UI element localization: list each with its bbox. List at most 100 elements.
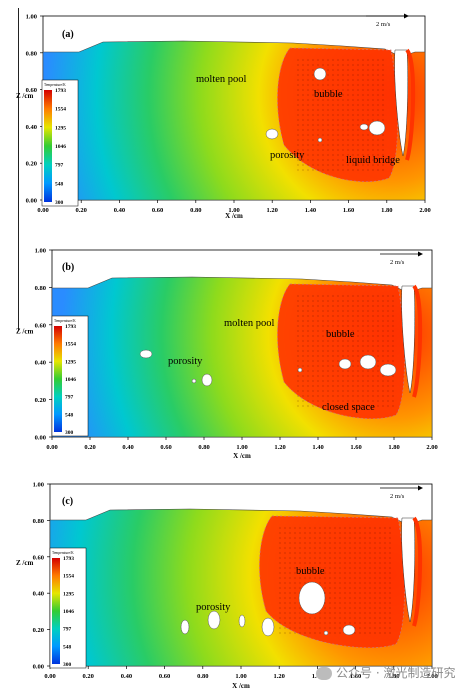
keyhole: [394, 49, 409, 157]
x-tick-label: 1.20: [274, 673, 285, 680]
colorbar-title: Temperature/K: [52, 551, 74, 555]
x-tick-label: 0.60: [159, 673, 170, 680]
arrow-head-icon: [418, 485, 423, 491]
z-axis-label: Z /cm: [16, 559, 33, 567]
pore: [265, 128, 279, 140]
x-tick-label: 0.80: [190, 207, 201, 214]
pore: [368, 120, 386, 136]
x-tick-label: 0.80: [197, 673, 208, 680]
colorbar-label: 1793: [65, 324, 76, 330]
z-tick-label: 0.20: [26, 161, 37, 168]
x-axis-label: X /cm: [225, 212, 243, 220]
arrow-head-icon: [418, 251, 423, 257]
x-tick-label: 2.00: [426, 444, 437, 451]
annotation-label: molten pool: [196, 74, 247, 85]
keyhole-wall: [405, 48, 416, 161]
colorbar-label: 548: [63, 644, 72, 650]
velocity-vectors: [279, 527, 391, 634]
x-tick-label: 0.00: [37, 207, 48, 214]
keyhole: [401, 517, 416, 623]
colorbar-label: 300: [65, 430, 74, 436]
pore: [317, 137, 323, 143]
velocity-scale-label: 2 m/s: [390, 493, 405, 500]
molten-pool-region: [259, 516, 405, 648]
z-tick-label: 0.40: [35, 360, 46, 367]
pore: [238, 614, 246, 628]
velocity-scale-label: 2 m/s: [390, 259, 405, 266]
x-tick-label: 1.80: [388, 673, 399, 680]
colorbar-title: Temperature/K: [54, 319, 76, 323]
x-tick-label: 0.40: [114, 207, 125, 214]
z-tick-label: 0.40: [26, 124, 37, 131]
panel-tag: (c): [62, 496, 73, 507]
panel-tag: (a): [62, 29, 74, 40]
annotation-label: bubble: [296, 566, 325, 577]
z-tick-label: 0.00: [26, 198, 37, 205]
x-tick-label: 0.00: [46, 444, 57, 451]
x-tick-label: 1.00: [235, 673, 246, 680]
velocity-vectors: [297, 295, 394, 407]
pore: [359, 354, 377, 370]
x-tick-label: 0.00: [44, 673, 55, 680]
keyhole: [401, 285, 416, 394]
molten-pool-region: [277, 284, 405, 419]
colorbar: [44, 90, 52, 202]
colorbar-label: 1554: [55, 107, 66, 113]
pore: [261, 617, 275, 637]
pore: [298, 581, 326, 615]
annotation-label: porosity: [196, 602, 231, 613]
colorbar-label: 548: [55, 181, 64, 187]
colorbar-label: 797: [55, 163, 64, 169]
x-tick-label: 1.60: [350, 444, 361, 451]
colorbar-label: 1046: [63, 609, 74, 615]
pore: [201, 373, 213, 387]
colorbar-label: 1046: [55, 144, 66, 150]
z-axis-label: Z /cm: [16, 92, 33, 100]
annotation-label: closed space: [322, 402, 375, 413]
pore: [313, 67, 327, 81]
watermark: 公众号 · 激光制造研究: [316, 664, 455, 681]
z-tick-label: 0.20: [35, 397, 46, 404]
pore: [379, 363, 397, 377]
z-tick-label: 0.80: [35, 285, 46, 292]
colorbar-label: 1793: [55, 88, 66, 94]
z-tick-label: 0.00: [33, 664, 44, 671]
x-tick-label: 1.80: [381, 207, 392, 214]
x-tick-label: 1.00: [228, 207, 239, 214]
panel-b: 0.00 0.20 0.40 0.60 0.80 1.00 1.20 1.40 1.60 1.80…: [0, 234, 458, 464]
colorbar-label: 1793: [63, 556, 74, 562]
annotation-label: bubble: [326, 329, 355, 340]
colorbar-label: 797: [65, 395, 74, 401]
colorbar-label: 1295: [63, 591, 74, 597]
x-tick-label: 1.40: [305, 207, 316, 214]
x-tick-label: 1.20: [274, 444, 285, 451]
x-tick-label: 2.00: [419, 207, 430, 214]
x-tick-label: 1.60: [350, 673, 361, 680]
annotation-label: porosity: [270, 150, 305, 161]
x-tick-label: 0.60: [152, 207, 163, 214]
x-axis-label: X /cm: [232, 682, 250, 690]
colorbar: [54, 326, 62, 432]
pore: [191, 378, 197, 384]
x-tick-label: 1.00: [236, 444, 247, 451]
pore: [139, 349, 153, 359]
keyhole-wall: [412, 284, 423, 398]
x-tick-label: 0.40: [121, 673, 132, 680]
pore: [297, 367, 303, 373]
simulation-plot: 0.000.200.400.600.801.001.201.401.601.80…: [16, 482, 438, 691]
colorbar-label: 300: [55, 200, 64, 206]
z-tick-label: 0.60: [33, 554, 44, 561]
pore: [323, 630, 329, 636]
x-tick-label: 1.40: [312, 444, 323, 451]
z-tick-label: 0.20: [33, 627, 44, 634]
colorbar-label: 1295: [55, 125, 66, 131]
z-tick-label: 0.80: [33, 518, 44, 525]
pore: [342, 624, 356, 636]
colorbar-label: 1554: [65, 342, 76, 348]
x-tick-label: 1.80: [388, 444, 399, 451]
pore: [338, 358, 352, 370]
annotation-label: bubble: [314, 89, 343, 100]
arrow-head-icon: [404, 13, 409, 19]
pore: [207, 610, 221, 630]
